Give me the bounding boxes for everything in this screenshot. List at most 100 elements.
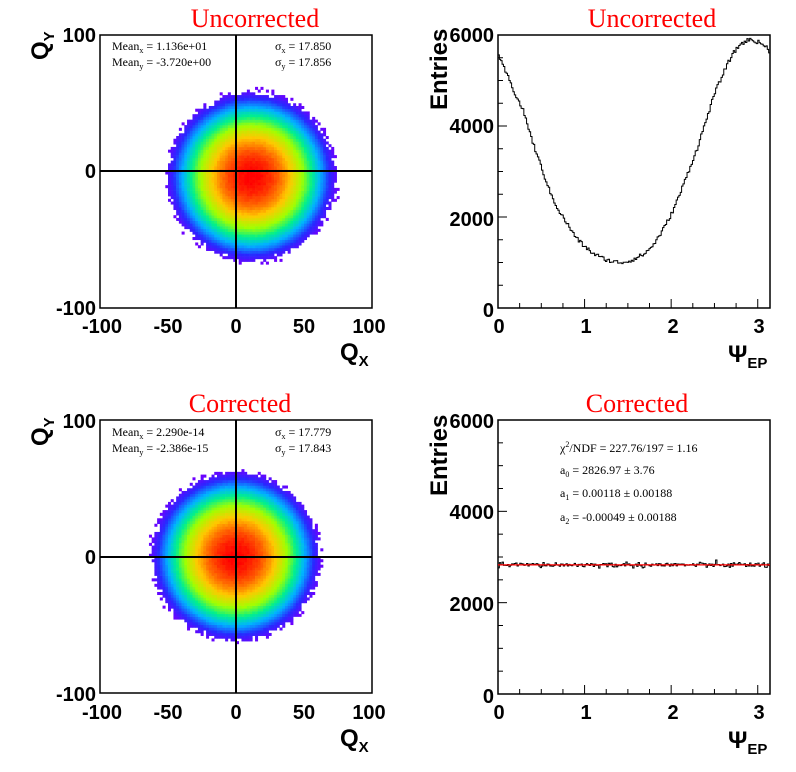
heatmap-cell	[214, 223, 218, 227]
heatmap-cell	[208, 163, 212, 167]
heatmap-cell	[241, 258, 245, 262]
heatmap-cell	[290, 125, 294, 129]
heatmap-cell	[249, 138, 253, 142]
heatmap-cell	[208, 561, 212, 565]
heatmap-cell	[268, 228, 272, 232]
heatmap-cell	[219, 624, 223, 628]
heatmap-cell	[178, 572, 182, 576]
heatmap-cell	[206, 572, 210, 576]
heatmap-cell	[214, 496, 218, 500]
heatmap-cell	[301, 114, 305, 118]
heatmap-cell	[236, 182, 240, 186]
heatmap-cell	[208, 212, 212, 216]
heatmap-cell	[230, 215, 234, 219]
heatmap-cell	[252, 600, 256, 604]
panel-uncorrected-heatmap: Uncorrected Meanx = 1.136e+01 Meany = -3…	[27, 4, 386, 370]
heatmap-cell	[236, 572, 240, 576]
heatmap-cell	[225, 133, 229, 137]
heatmap-cell	[178, 600, 182, 604]
heatmap-cell	[184, 146, 188, 150]
heatmap-cell	[197, 108, 201, 112]
heatmap-cell	[189, 551, 193, 555]
heatmap-cell	[216, 201, 220, 205]
heatmap-cell	[304, 185, 308, 189]
heatmap-cell	[317, 223, 321, 227]
heatmap-cell	[298, 116, 302, 120]
heatmap-cell	[176, 146, 180, 150]
heatmap-cell	[263, 228, 267, 232]
heatmap-cell	[227, 247, 231, 251]
heatmap-cell	[197, 545, 201, 549]
heatmap-cell	[274, 196, 278, 200]
heatmap-cell	[173, 201, 177, 205]
heatmap-cell	[181, 155, 185, 159]
heatmap-cell	[249, 226, 253, 230]
heatmap-cell	[268, 166, 272, 170]
heatmap-cell	[219, 176, 223, 180]
heatmap-cell	[184, 136, 188, 140]
heatmap-cell	[306, 160, 310, 164]
heatmap-cell	[284, 111, 288, 115]
heatmap-cell	[265, 250, 269, 254]
heatmap-cell	[227, 234, 231, 238]
heatmap-cell	[176, 611, 180, 615]
heatmap-cell	[173, 586, 177, 590]
heatmap-cell	[211, 138, 215, 142]
heatmap-cell	[208, 228, 212, 232]
heatmap-cell	[271, 171, 275, 175]
heatmap-cell	[276, 111, 280, 115]
heatmap-cell	[216, 247, 220, 251]
heatmap-cell	[192, 223, 196, 227]
heatmap-cell	[255, 242, 259, 246]
heatmap-cell	[195, 597, 199, 601]
heatmap-cell	[200, 182, 204, 186]
heatmap-cell	[233, 521, 237, 525]
heatmap-cell	[222, 531, 226, 535]
heatmap-cell	[208, 526, 212, 530]
heatmap-cell	[293, 146, 297, 150]
heatmap-cell	[274, 209, 278, 213]
heatmap-cell	[246, 92, 250, 96]
heatmap-cell	[276, 176, 280, 180]
heatmap-cell	[189, 531, 193, 535]
heatmap-cell	[176, 548, 180, 552]
heatmap-cell	[290, 239, 294, 243]
heatmap-cell	[208, 193, 212, 197]
heatmap-cell	[187, 226, 191, 230]
heatmap-cell	[214, 624, 218, 628]
heatmap-cell	[181, 187, 185, 191]
heatmap-cell	[216, 152, 220, 156]
heatmap-cell	[230, 570, 234, 574]
heatmap-cell	[295, 187, 299, 191]
heatmap-cell	[184, 608, 188, 612]
heatmap-cell	[230, 540, 234, 544]
heatmap-cell	[184, 490, 188, 495]
heatmap-cell	[282, 209, 286, 213]
heatmap-cell	[168, 526, 172, 530]
heatmap-cell	[252, 575, 256, 579]
heatmap-cell	[293, 141, 297, 145]
heatmap-cell	[176, 594, 180, 598]
heatmap-cell	[206, 613, 210, 617]
heatmap-cell	[309, 119, 313, 123]
heatmap-cell	[290, 166, 294, 170]
heatmap-cell	[225, 548, 229, 552]
heatmap-cell	[295, 155, 299, 159]
heatmap-cell	[184, 130, 188, 134]
heatmap-cell	[222, 619, 226, 623]
heatmap-cell	[290, 174, 294, 178]
heatmap-cell	[227, 185, 231, 189]
heatmap-cell	[238, 239, 242, 243]
heatmap-cell	[244, 589, 248, 593]
stat-label: σ	[275, 55, 282, 69]
heatmap-cell	[197, 499, 201, 503]
heatmap-cell	[263, 212, 267, 216]
heatmap-cell	[312, 171, 316, 175]
heatmap-cell	[249, 190, 253, 194]
heatmap-cell	[263, 116, 267, 120]
heatmap-cell	[320, 193, 324, 197]
heatmap-cell	[165, 570, 169, 574]
heatmap-cell	[249, 171, 253, 175]
heatmap-cell	[263, 133, 267, 137]
heatmap-cell	[246, 485, 250, 489]
